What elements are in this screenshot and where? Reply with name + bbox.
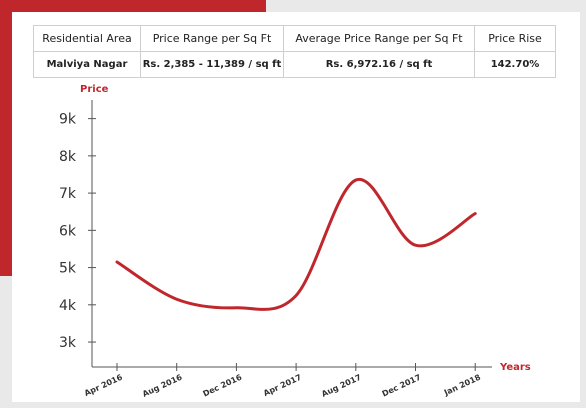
x-tick-label: Jan 2018: [442, 372, 483, 397]
x-tick-label: Apr 2016: [83, 372, 124, 398]
x-axis-label: Years: [499, 362, 531, 373]
x-tick-label: Dec 2017: [381, 373, 423, 399]
x-tick-label: Apr 2017: [262, 373, 303, 398]
y-tick-label: 6k: [59, 223, 77, 239]
cell: Malviya Nagar: [33, 51, 141, 78]
cell: Rs. 6,972.16 / sq ft: [283, 51, 475, 78]
y-tick-label: 7k: [59, 186, 77, 202]
card: Residential Area Price Range per Sq Ft A…: [12, 12, 580, 402]
price-line: [115, 178, 477, 311]
y-tick-label: 3k: [59, 335, 77, 351]
y-axis-label: Price: [80, 84, 109, 95]
accent-bar: [0, 0, 12, 276]
header-cell: Price Rise: [474, 25, 556, 52]
y-tick-label: 9k: [59, 112, 77, 128]
header-cell: Price Range per Sq Ft: [140, 25, 284, 52]
header-row: Residential Area Price Range per Sq Ft A…: [33, 25, 556, 52]
x-tick-label: Aug 2016: [141, 372, 184, 398]
y-tick-label: 5k: [59, 261, 77, 277]
cell: Rs. 2,385 - 11,389 / sq ft: [140, 51, 284, 78]
y-tick-label: 8k: [59, 149, 77, 165]
y-tick-label: 4k: [59, 298, 77, 314]
header-cell: Average Price Range per Sq Ft: [283, 25, 475, 52]
cell: 142.70%: [474, 51, 556, 78]
accent-bar: [0, 0, 266, 12]
data-row: Malviya Nagar Rs. 2,385 - 11,389 / sq ft…: [33, 51, 556, 78]
x-tick-label: Aug 2017: [320, 373, 362, 399]
header-cell: Residential Area: [33, 25, 141, 52]
x-tick-label: Dec 2016: [202, 372, 244, 398]
price-table: Residential Area Price Range per Sq Ft A…: [33, 25, 556, 78]
